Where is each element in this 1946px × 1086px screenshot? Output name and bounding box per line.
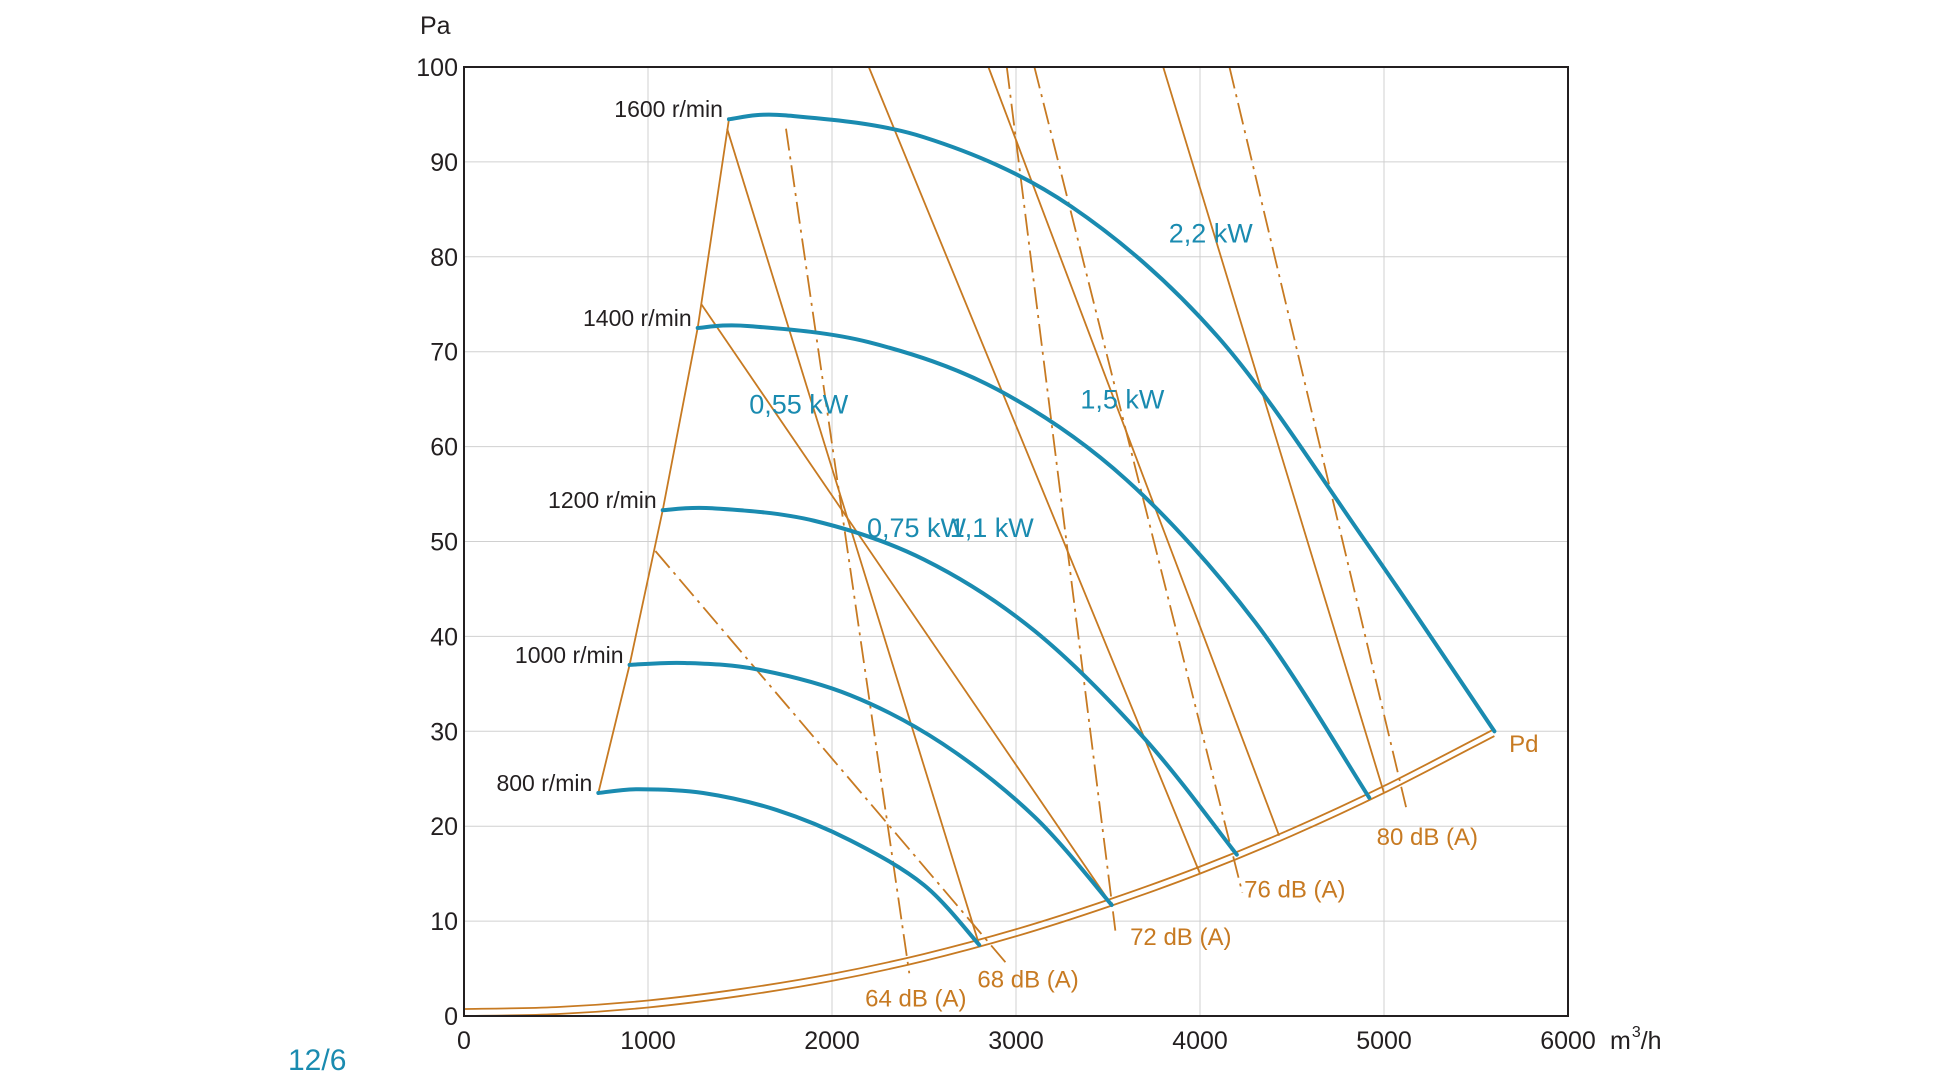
sound-level-line [1228,66,1407,808]
x-tick-label: 2000 [804,1027,860,1055]
fan-speed-curve [596,787,982,947]
fan-speed-label: 1200 r/min [548,487,657,513]
x-tick-label: 4000 [1172,1027,1228,1055]
pd-curve [463,735,1495,1017]
y-tick-label: 20 [430,813,458,841]
y-tick-label: 10 [430,908,458,936]
power-label: 1,1 kW [950,513,1035,543]
power-line [987,66,1280,837]
y-tick-label: 40 [430,623,458,651]
sound-level-label: 68 dB (A) [977,967,1078,994]
fan-speed-curve [695,323,1372,800]
plot-frame [463,66,1569,1017]
chart-lines [463,66,1497,1017]
power-label: 2,2 kW [1169,219,1254,249]
x-tick-label: 3000 [988,1027,1044,1055]
y-tick-label: 60 [430,434,458,462]
y-tick-label: 100 [416,54,458,82]
power-label: 0,55 kW [749,389,849,419]
fan-speed-label: 1000 r/min [515,642,624,668]
y-tick-label: 30 [430,718,458,746]
y-axis-label: Pa [420,12,451,40]
x-tick-label: 0 [457,1027,471,1055]
pd-label: Pd [1509,731,1538,758]
x-tick-label: 1000 [620,1027,676,1055]
y-tick-label: 90 [430,149,458,177]
fan-speed-curve [726,112,1497,734]
x-tick-label: 5000 [1356,1027,1412,1055]
sound-level-line [1005,66,1117,931]
page-number: 12/6 [288,1044,347,1077]
pd-curve-outline [463,728,1495,1010]
fan-speed-label: 1600 r/min [614,96,723,122]
y-tick-label: 70 [430,339,458,367]
fan-speed-curve [627,660,1114,907]
sound-level-label: 80 dB (A) [1377,824,1478,851]
x-tick-label: 6000 [1540,1027,1596,1055]
y-tick-label: 50 [430,529,458,557]
sound-level-label: 76 dB (A) [1244,876,1345,903]
y-tick-label: 0 [444,1003,458,1031]
fan-speed-curve [660,505,1239,857]
y-tick-label: 80 [430,244,458,272]
power-line [700,303,1113,906]
sound-level-label: 64 dB (A) [865,986,966,1013]
stall-limit-line [597,119,730,794]
chart-labels: 800 r/min 1000 r/min 1200 r/min 1400 r/min 1… [496,96,1538,1012]
sound-level-line [785,128,911,974]
fan-speed-label: 800 r/min [496,770,592,796]
x-axis-label: m3/h [1610,1024,1662,1055]
power-line [1162,66,1385,794]
sound-level-line [654,550,1008,965]
sound-level-line [1033,66,1244,893]
power-label: 0,75 kW [867,513,967,543]
power-line [726,128,981,946]
sound-level-label: 72 dB (A) [1130,924,1231,951]
grid: 0 1000 2000 3000 4000 5000 6000 0 10 20 30 40 50 60 70… [416,54,1596,1055]
fan-speed-label: 1400 r/min [583,305,692,331]
power-label: 1,5 kW [1080,385,1165,415]
